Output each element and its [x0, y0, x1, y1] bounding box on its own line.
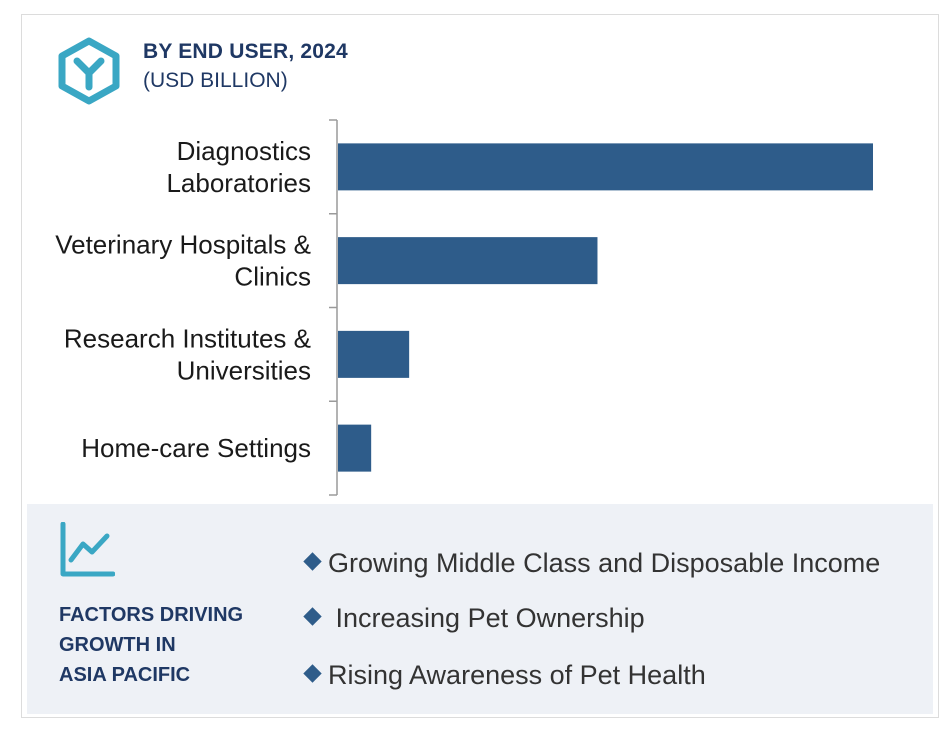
trend-line-chart-icon [60, 522, 115, 577]
hexagon-y-logo-icon [58, 37, 120, 105]
factors-title-line-2: GROWTH IN [59, 634, 176, 656]
diamond-bullet-icon [303, 607, 322, 626]
category-label: Research Institutes & Universities [64, 323, 311, 385]
bar [338, 143, 873, 191]
driver-text: Growing Middle Class and Disposable Inco… [328, 548, 881, 578]
category-label-line: Diagnostics [177, 136, 311, 166]
diamond-bullet-icon [303, 552, 322, 571]
bar [338, 237, 598, 285]
driver-item: Increasing Pet Ownership [303, 603, 645, 634]
category-label-line: Universities [177, 355, 311, 385]
chart-title: BY END USER, 2024 [143, 40, 348, 63]
chart-subtitle: (USD BILLION) [143, 69, 288, 92]
factors-title: FACTORS DRIVING GROWTH IN ASIA PACIFIC [59, 600, 279, 690]
bar [338, 424, 372, 472]
factors-title-line-3: ASIA PACIFIC [59, 664, 191, 686]
category-label: Home-care Settings [81, 433, 311, 463]
category-label-line: Home-care Settings [81, 433, 311, 463]
category-label-line: Research Institutes & [64, 323, 311, 353]
category-label: Diagnostics Laboratories [166, 136, 311, 198]
driver-text: Increasing Pet Ownership [328, 603, 645, 633]
growth-factors-panel: FACTORS DRIVING GROWTH IN ASIA PACIFIC G… [27, 504, 933, 714]
driver-text: Rising Awareness of Pet Health [328, 660, 706, 690]
driver-item: Rising Awareness of Pet Health [303, 660, 706, 691]
bar [338, 330, 410, 378]
category-label: Veterinary Hospitals & Clinics [55, 230, 311, 292]
driver-item: Growing Middle Class and Disposable Inco… [303, 548, 880, 579]
category-label-line: Laboratories [166, 168, 311, 198]
factors-title-line-1: FACTORS DRIVING [59, 604, 244, 626]
category-label-line: Veterinary Hospitals & [55, 230, 311, 260]
diamond-bullet-icon [303, 664, 322, 683]
category-label-line: Clinics [234, 262, 311, 292]
